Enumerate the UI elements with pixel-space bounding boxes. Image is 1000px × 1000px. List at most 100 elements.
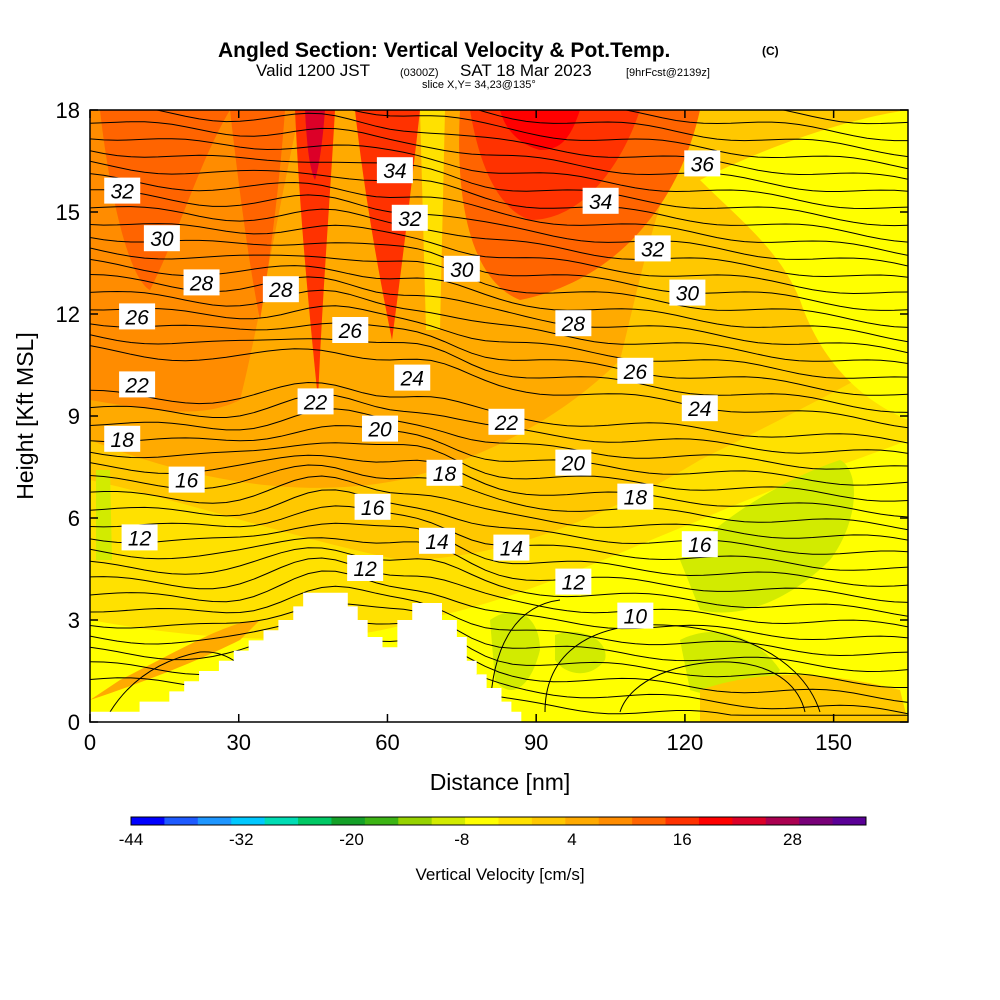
contour-label: 26	[332, 317, 369, 343]
contour-label-box	[104, 177, 141, 204]
contour-label-box	[634, 235, 671, 262]
contour-label: 26	[617, 357, 654, 384]
contour-label: 30	[669, 279, 706, 306]
theta-contour-line	[349, 110, 908, 170]
colorbar-tick-label: -44	[119, 830, 144, 849]
contour-label-text: 18	[624, 487, 648, 510]
colorbar-swatch	[565, 817, 600, 825]
colorbar-tick-label: -8	[454, 830, 469, 849]
contour-label: 18	[617, 483, 654, 510]
x-tick-label: 90	[524, 730, 548, 755]
contour-label-box	[555, 568, 592, 595]
theta-contour-line	[90, 274, 908, 354]
theta-contour-line	[90, 121, 908, 192]
y-tick-label: 18	[56, 98, 80, 123]
contour-label-text: 30	[676, 283, 700, 306]
plot-area	[90, 110, 908, 722]
colorbar-swatch	[765, 817, 800, 825]
terrain-mask	[90, 592, 522, 722]
contour-label-box	[119, 371, 156, 398]
colorbar-swatch	[364, 817, 399, 825]
theta-contour-line	[90, 585, 908, 657]
theta-contour-line	[476, 110, 908, 158]
contour-label-text: 28	[561, 313, 586, 336]
contour-label: 22	[488, 408, 525, 435]
field-ascent-column-1	[230, 110, 285, 320]
valid-utc: (0300Z)	[400, 67, 439, 79]
contour-label-box	[347, 555, 384, 581]
colorbar-swatch	[264, 817, 299, 825]
contour-label: 16	[168, 466, 205, 493]
colorbar-swatch	[398, 817, 433, 825]
colorbar-swatch	[331, 817, 366, 825]
contour-label: 24	[681, 395, 718, 422]
contour-label-box	[332, 317, 369, 343]
y-tick-label: 6	[68, 506, 80, 531]
field-ascent-column-2	[295, 110, 335, 400]
theta-contour-line	[90, 489, 908, 555]
theta-contour-line	[90, 305, 908, 379]
theta-contour-line	[619, 661, 806, 713]
chart-title-suffix: (C)	[762, 44, 779, 58]
contour-label-box	[617, 357, 654, 384]
contour-label-box	[391, 204, 428, 231]
theta-contour-line	[90, 537, 908, 603]
contour-label-box	[419, 527, 456, 554]
contour-label-text: 18	[433, 463, 457, 486]
colorbar-swatch	[832, 817, 867, 825]
slice-label: slice X,Y= 34,23@135°	[422, 79, 536, 91]
contour-label-box	[143, 225, 180, 252]
contour-label-text: 12	[353, 558, 377, 581]
theta-contour-line	[90, 408, 908, 470]
field-neutral-upper-right	[700, 110, 908, 420]
colorbar-swatch	[431, 817, 466, 825]
theta-contour-line	[90, 289, 908, 364]
theta-contour-line	[153, 110, 908, 180]
colorbar-tick-label: -20	[339, 830, 364, 849]
y-tick-label: 0	[68, 710, 80, 735]
x-tick-label: 0	[84, 730, 96, 755]
contour-label-box	[443, 255, 480, 282]
theta-contour-line	[90, 247, 908, 328]
contour-label-text: 16	[688, 534, 712, 557]
colorbar-swatch	[498, 817, 533, 825]
contour-label: 12	[555, 568, 592, 595]
contour-label-text: 34	[589, 191, 612, 214]
forecast-label: [9hrFcst@2139z]	[626, 67, 710, 79]
contour-label: 32	[104, 177, 141, 204]
contour-label-text: 16	[361, 497, 385, 520]
contour-label-box	[555, 310, 592, 337]
theta-contour-line	[90, 189, 908, 267]
contour-label-text: 30	[150, 228, 174, 251]
theta-contour-line	[90, 223, 908, 295]
x-tick-label: 120	[667, 730, 704, 755]
y-tick-label: 9	[68, 404, 80, 429]
contour-label-text: 26	[623, 361, 648, 384]
contour-label-box	[376, 157, 413, 184]
contour-label-text: 30	[450, 259, 474, 282]
contour-label: 14	[493, 534, 530, 561]
y-tick-label: 3	[68, 608, 80, 633]
theta-contour-line	[90, 173, 908, 256]
contour-label: 28	[183, 269, 220, 296]
contour-label: 20	[555, 449, 592, 476]
colorbar-swatch	[632, 817, 667, 825]
contour-label-box	[582, 187, 619, 214]
colorbar-swatch	[698, 817, 733, 825]
theta-contour-line	[90, 442, 908, 502]
contour-label-text: 10	[624, 606, 648, 629]
y-tick-label: 12	[56, 302, 80, 327]
colorbar-tick-label: 28	[783, 830, 802, 849]
contour-label: 22	[297, 388, 334, 415]
contour-label: 36	[684, 150, 721, 177]
colorbar-frame	[130, 816, 867, 826]
theta-contour-line	[90, 603, 908, 673]
theta-contour-line	[90, 160, 908, 243]
contour-label: 28	[262, 276, 299, 303]
contour-label-box	[262, 276, 299, 303]
contour-label-box	[394, 364, 431, 391]
contour-label-text: 20	[561, 453, 586, 476]
theta-contour-line	[90, 322, 908, 396]
